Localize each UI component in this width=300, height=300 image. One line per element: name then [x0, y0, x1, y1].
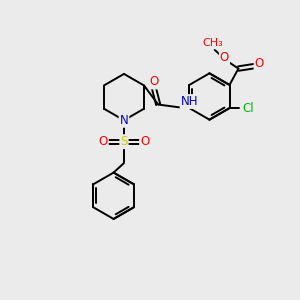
- Text: Cl: Cl: [242, 102, 254, 115]
- Text: O: O: [98, 135, 108, 148]
- Text: O: O: [149, 75, 158, 88]
- Text: CH₃: CH₃: [203, 38, 224, 48]
- Text: O: O: [255, 57, 264, 70]
- Text: NH: NH: [181, 95, 198, 108]
- Text: S: S: [120, 135, 128, 148]
- Text: O: O: [140, 135, 149, 148]
- Text: O: O: [220, 51, 229, 64]
- Text: N: N: [120, 114, 128, 127]
